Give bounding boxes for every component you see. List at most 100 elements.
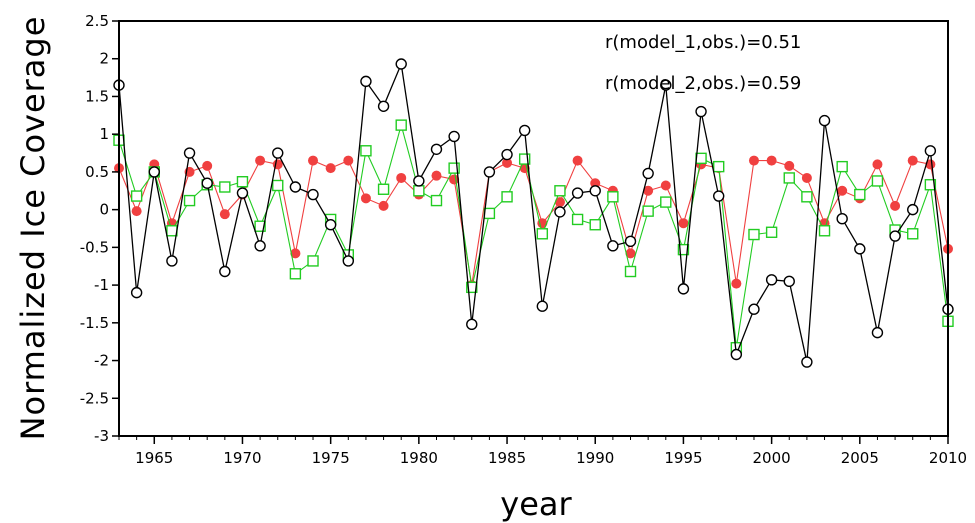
green-square-point xyxy=(360,145,372,157)
x-tick-label: 1990 xyxy=(576,449,614,467)
axis-ticks: -3 -2.5 -2 -1.5 -1 -0.5 0 0.5 1 1.5 2 2.5 1965 1970 19… xyxy=(80,12,967,467)
y-tick-label: -0.5 xyxy=(80,238,109,256)
x-tick-label: 1970 xyxy=(223,449,261,467)
green-square-point xyxy=(483,207,496,220)
green-square-point xyxy=(272,179,284,192)
black-circle-point xyxy=(713,190,725,202)
green-square-point xyxy=(430,194,443,207)
black-circle-point xyxy=(236,187,249,199)
red-dot-point xyxy=(731,278,742,289)
red-dot-point xyxy=(643,185,654,196)
black-circle-point xyxy=(642,167,654,180)
y-tick-label: 2.5 xyxy=(85,12,109,30)
green-square-point xyxy=(907,228,919,240)
black-circle-point xyxy=(342,255,354,267)
series-group xyxy=(113,58,954,368)
green-square-point xyxy=(695,152,707,165)
green-square-point xyxy=(765,226,778,238)
y-tick-label: -2.5 xyxy=(80,389,109,407)
red-dot-point xyxy=(678,218,689,229)
green-square-point xyxy=(871,175,884,187)
black-circle-point xyxy=(254,240,266,252)
y-tick-label: -1.5 xyxy=(80,314,109,332)
black-circle-point xyxy=(148,166,160,178)
x-tick-label: 1965 xyxy=(135,449,173,467)
red-dot-point xyxy=(801,172,812,183)
black-circle-point xyxy=(571,187,584,199)
y-tick-label: 1 xyxy=(99,125,109,143)
black-circle-point xyxy=(166,255,178,267)
y-tick-label: 2 xyxy=(99,50,109,68)
x-tick-label: 1985 xyxy=(488,449,526,467)
green-square-point xyxy=(748,228,760,241)
black-circle-point xyxy=(871,326,884,339)
black-circle-point xyxy=(518,124,531,137)
black-circle-point xyxy=(607,240,619,252)
green-square-point xyxy=(289,268,302,280)
green-square-point xyxy=(660,196,672,208)
green-square-point xyxy=(571,213,584,226)
y-tick-label: 1.5 xyxy=(85,87,109,105)
red-dot-point xyxy=(837,185,848,196)
x-tick-label: 1995 xyxy=(664,449,702,467)
black-circle-point xyxy=(924,145,937,157)
black-circle-point xyxy=(889,230,901,242)
black-circle-point xyxy=(395,58,407,70)
annotation-r-model-1: r(model_1,obs.)=0.51 xyxy=(605,32,801,53)
y-axis-title: Normalized Ice Coverage xyxy=(14,16,52,441)
black-circle-point xyxy=(554,206,566,218)
red-dot-point xyxy=(537,218,548,229)
red-dot-point xyxy=(343,155,354,166)
red-dot-point xyxy=(202,160,213,171)
black-circle-point xyxy=(836,212,848,225)
red-dot-point xyxy=(572,155,583,166)
black-circle-point xyxy=(130,286,143,299)
y-tick-label: -1 xyxy=(94,276,109,294)
black-circle-point xyxy=(483,166,496,178)
black-circle-point xyxy=(272,147,284,159)
black-circle-point xyxy=(660,79,672,91)
red-dot-point xyxy=(502,157,513,168)
green-square-point xyxy=(713,160,725,173)
black-circle-point xyxy=(219,265,231,278)
red-dot-point xyxy=(255,155,266,166)
red-dot-point xyxy=(872,159,883,170)
green-square-point xyxy=(536,228,549,240)
black-circle-point xyxy=(765,274,778,286)
red-dot-point xyxy=(890,200,901,211)
black-circle-point xyxy=(413,175,425,187)
y-tick-label: -3 xyxy=(94,427,109,445)
black-circle-point xyxy=(695,105,707,118)
green-square-point xyxy=(607,191,619,203)
red-dot-point xyxy=(308,155,319,166)
red-dot-point xyxy=(219,209,230,220)
red-dot-point xyxy=(378,200,389,211)
green-square-point xyxy=(783,172,795,184)
red-dot-point xyxy=(925,159,936,170)
green-square-point xyxy=(501,191,513,203)
x-tick-label: 2005 xyxy=(841,449,879,467)
green-square-point xyxy=(219,181,231,193)
green-square-point xyxy=(448,162,460,174)
red-dot-point xyxy=(360,193,371,204)
y-tick-label: 0 xyxy=(99,201,109,219)
green-square-point xyxy=(801,191,813,203)
green-square-point xyxy=(466,281,478,294)
red-dot-point xyxy=(554,197,565,208)
y-tick-label: 0.5 xyxy=(85,163,109,181)
x-tick-label: 2000 xyxy=(753,449,791,467)
green-square-point xyxy=(395,119,407,131)
green-square-point xyxy=(624,265,637,278)
black-circle-point xyxy=(624,235,637,248)
black-circle-point xyxy=(783,275,795,288)
red-dot-point xyxy=(396,172,407,183)
green-square-point xyxy=(377,183,390,195)
green-square-point xyxy=(307,255,319,267)
black-circle-point xyxy=(677,283,690,295)
black-circle-point xyxy=(430,143,443,155)
black-circle-point xyxy=(466,318,478,331)
green-square-point xyxy=(836,160,848,173)
black-circle-point xyxy=(307,188,319,201)
red-dot-point xyxy=(748,155,759,166)
